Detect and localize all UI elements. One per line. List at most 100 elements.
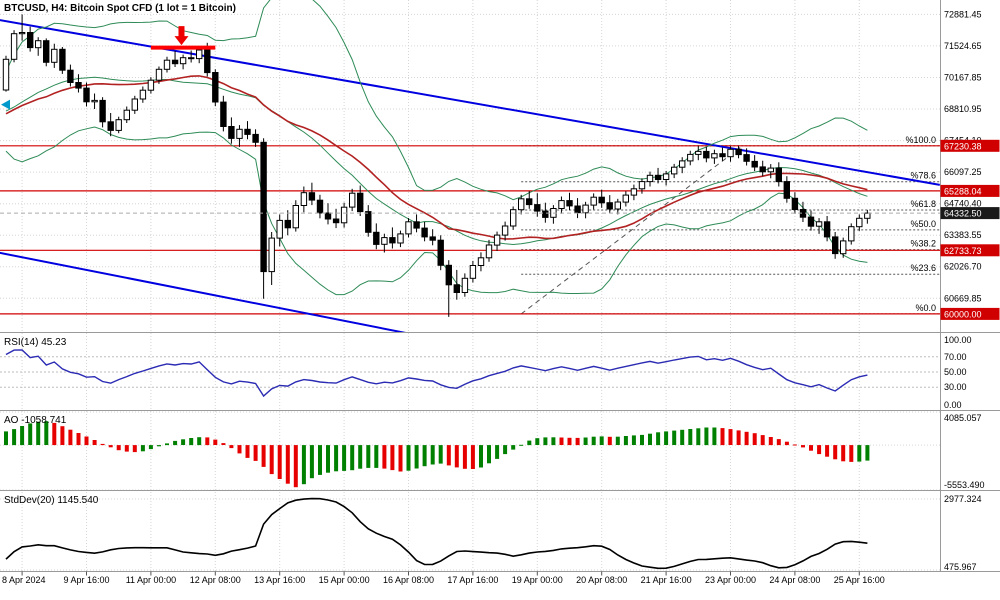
ao-bar [454,445,459,468]
candle [711,149,718,164]
ao-bar [76,433,81,446]
candle [518,194,525,215]
axis-label: 4085.057 [944,413,982,423]
svg-text:65288.04: 65288.04 [944,186,982,196]
ao-bar [414,445,419,469]
ao-bar [293,445,298,488]
candle [437,235,444,271]
ao-bar [551,437,556,446]
candle [292,200,300,232]
candle [300,186,308,213]
candle [815,218,823,234]
ao-bar [535,438,540,445]
candle [606,195,613,214]
ao-bar [664,431,669,445]
panel-borders [0,0,1000,572]
trendline[interactable] [0,19,940,186]
candle [662,170,670,186]
ao-bar [318,445,322,475]
ao-bar [470,445,475,469]
candle [856,214,863,231]
ao-bar [720,428,725,446]
candle [365,205,372,237]
candle [848,223,855,245]
candle [83,82,90,107]
time-axis-label: 25 Apr 16:00 [834,575,885,585]
stddev-panel[interactable] [5,497,868,570]
fib-level-label: %0.0 [915,303,936,313]
candle [501,221,509,241]
axis-label: 72881.45 [944,9,982,19]
candle [188,50,195,63]
candle [485,239,493,262]
candle [582,201,589,219]
axis-label: 66097.25 [944,167,982,177]
grid [0,0,940,572]
candle [75,74,82,93]
ao-bar [157,445,161,447]
ao-bar [640,434,644,446]
ao-panel[interactable] [4,421,870,488]
ao-bar [583,437,588,445]
ao-bar [833,445,838,460]
candle [614,198,621,215]
rsi-panel[interactable] [5,349,868,398]
ao-bar [334,445,339,472]
candle [67,64,74,87]
trendline[interactable] [0,251,433,338]
axis-label: 100.00 [944,335,972,345]
axis-label: 68810.95 [944,104,982,114]
ao-bar [857,445,862,462]
ao-bar [503,445,508,455]
ao-bar [438,445,443,464]
candle [638,178,646,194]
candle [807,210,815,231]
bollinger-upper-band [5,0,868,201]
candle [775,162,782,187]
price-axis[interactable]: 72881.4571524.6570167.8568810.9567454.10… [940,9,1000,572]
time-axis-label: 11 Apr 00:00 [126,575,176,585]
svg-text:64332.50: 64332.50 [944,209,982,219]
candle [220,95,227,132]
ao-bar [784,441,789,446]
ao-bar [173,440,178,446]
ao-bar [60,426,65,445]
candle [228,117,235,144]
hline-price-tag: 62733.73 [940,244,1000,257]
candle [123,106,130,123]
ao-bar [366,445,371,468]
candle [421,222,428,242]
left-edge-marker [1,99,10,110]
candle [260,138,267,299]
axis-label: 62026.70 [944,262,982,272]
bollinger-lower-band [5,126,868,296]
candle [542,202,549,223]
candle [324,203,332,225]
ao-bar [704,427,709,446]
hline-price-tag: 60000.00 [940,307,1000,320]
ao-bar [607,436,612,446]
candle [389,227,396,249]
red-down-arrow[interactable] [174,26,189,46]
candle [179,54,187,70]
ao-bar [406,445,411,471]
candles-layer [2,14,871,317]
ao-bar [809,445,813,451]
candle [840,237,847,258]
time-axis-label: 15 Apr 00:00 [319,575,370,585]
ao-bar [623,436,628,446]
stddev-line [5,497,868,570]
candle [719,147,726,161]
time-axis[interactable]: 8 Apr 2024 9 Apr 16:00 11 Apr 00:00 12 Apr … [2,571,885,586]
fib-level-label: %23.6 [910,263,936,273]
main-price-panel[interactable]: %0.0 %23.6 %38.2 %50.0 %61.8 %78.6 %100.0 [0,0,940,338]
candle [212,69,219,107]
ao-bar [229,445,234,449]
ao-bar [446,445,451,466]
candle [566,192,573,211]
ao-bar [269,445,274,475]
candle [2,55,10,92]
candle [864,209,871,224]
